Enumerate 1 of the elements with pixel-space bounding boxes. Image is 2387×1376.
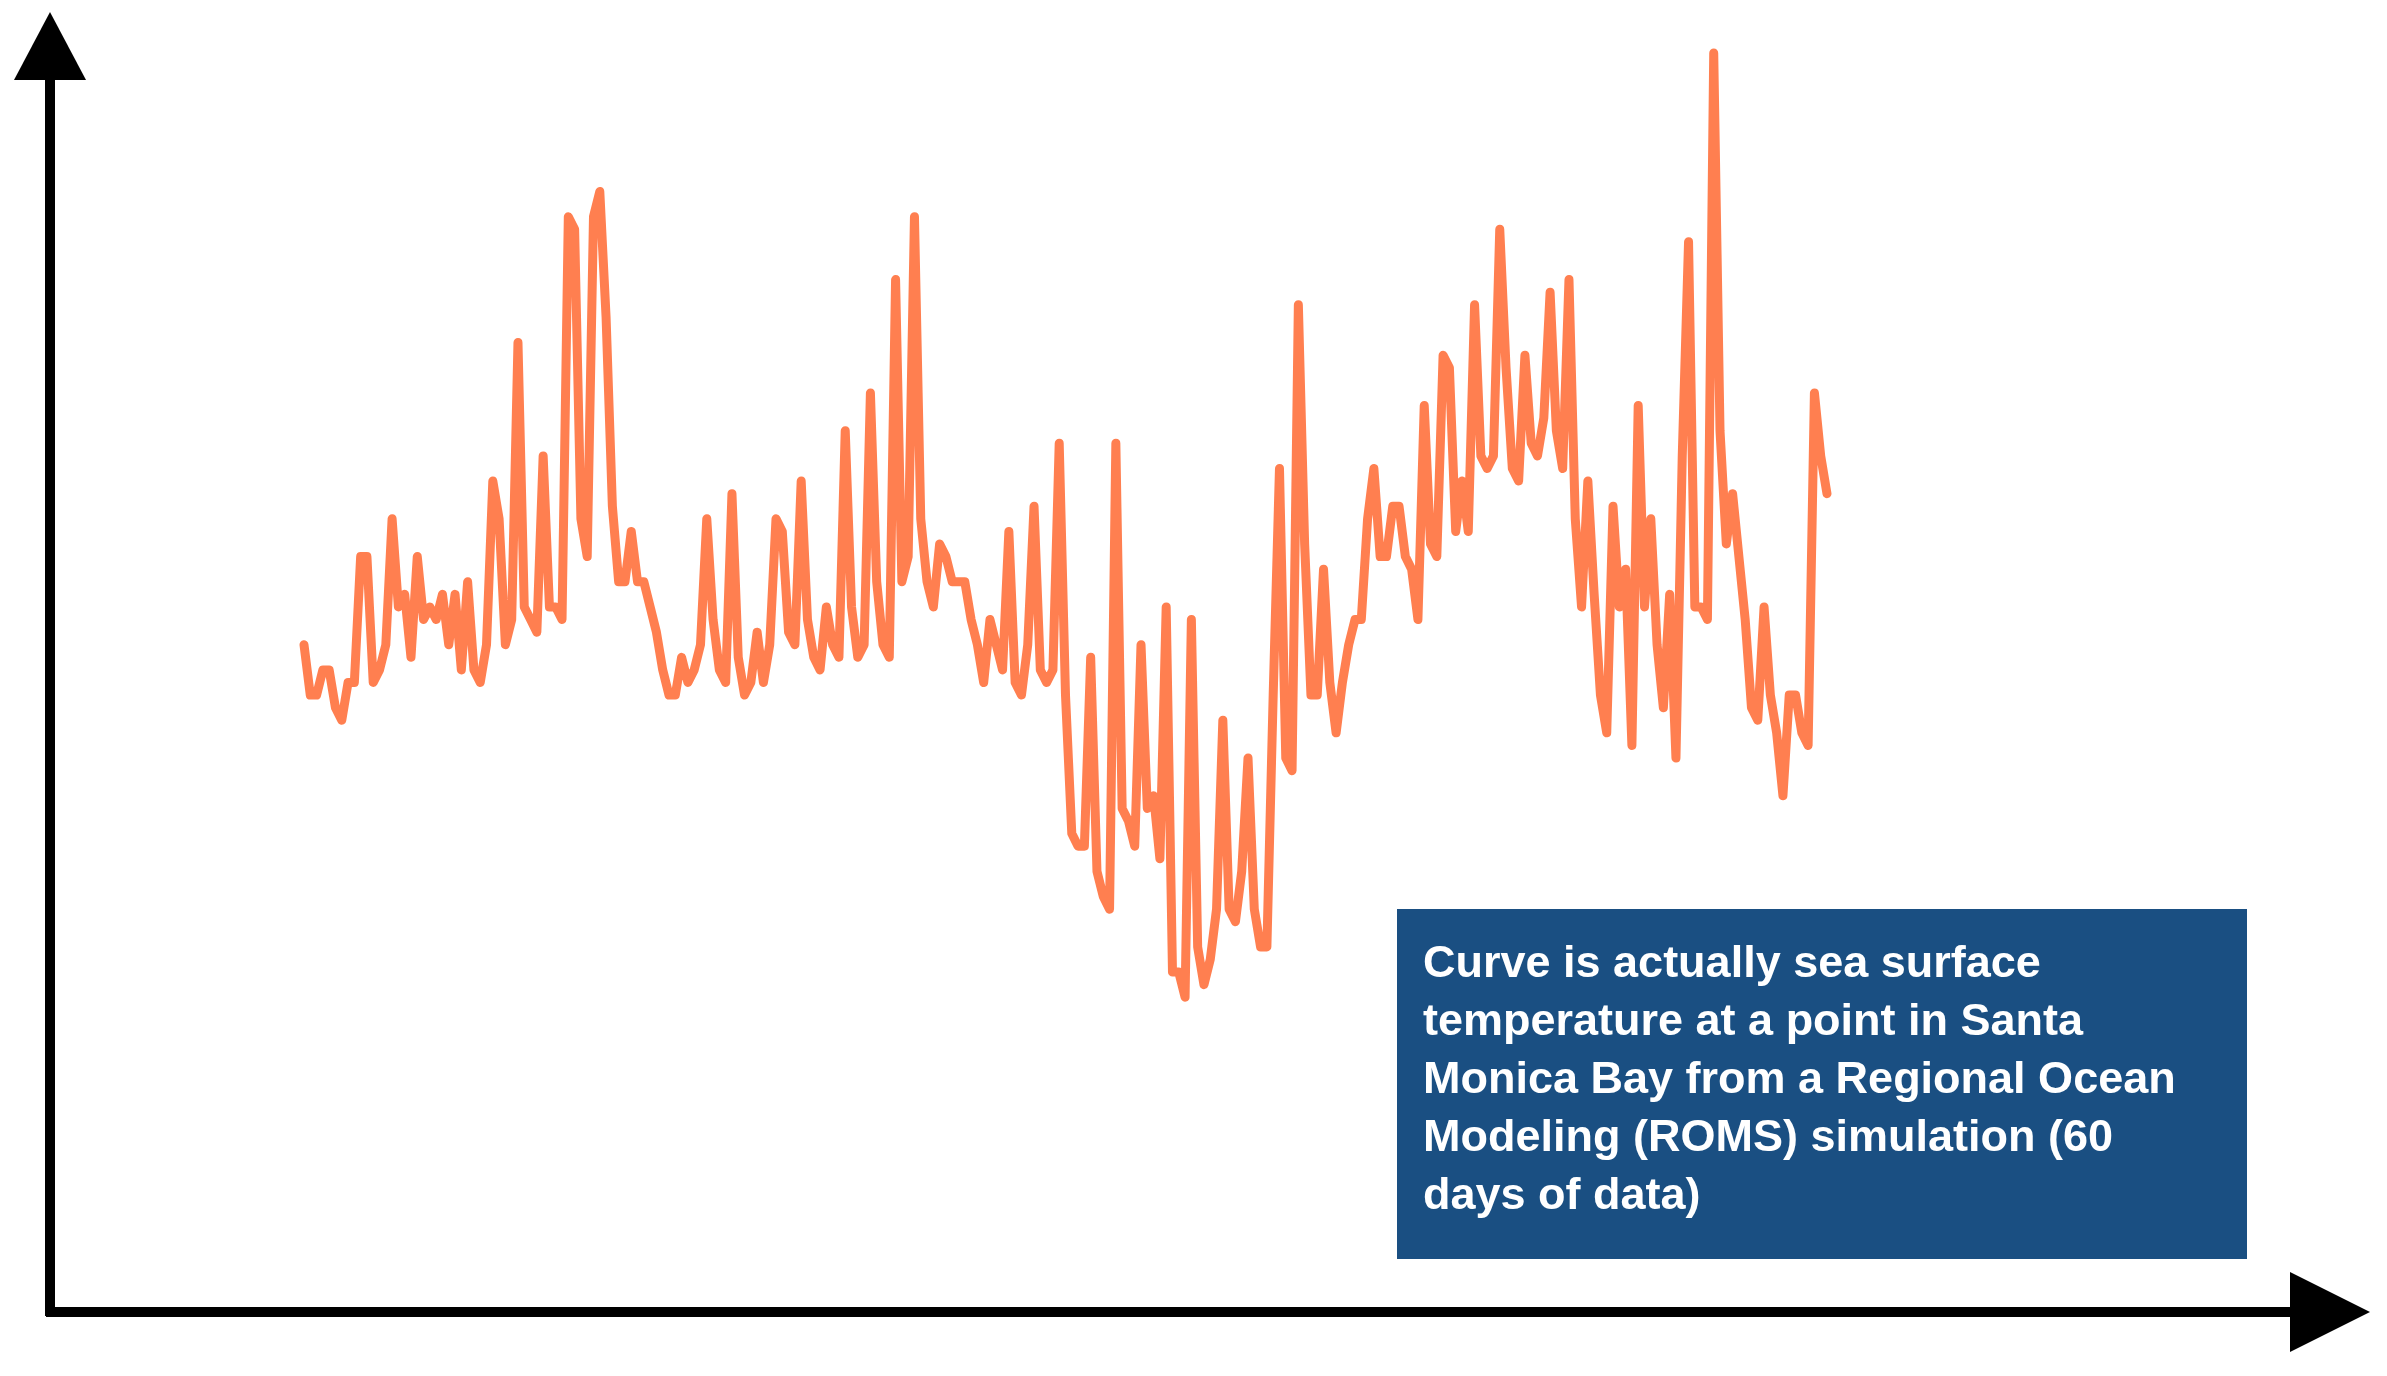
annotation: Curve is actually sea surface temperature at a point in Santa Monica Bay from a Regional Ocean Modeling (ROMS) simulation (60 days of data) <box>1423 936 2176 1219</box>
